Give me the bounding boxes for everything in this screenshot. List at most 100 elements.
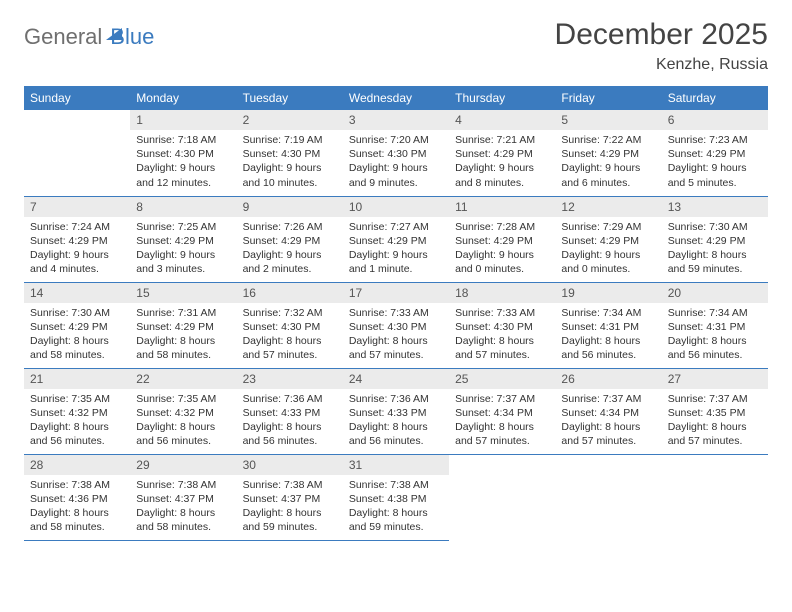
calendar-day-cell: 27Sunrise: 7:37 AMSunset: 4:35 PMDayligh…	[662, 368, 768, 454]
daylight-text: Daylight: 9 hours and 2 minutes.	[243, 248, 337, 276]
sunrise-text: Sunrise: 7:38 AM	[349, 478, 443, 492]
sunset-text: Sunset: 4:30 PM	[243, 147, 337, 161]
sunrise-text: Sunrise: 7:22 AM	[561, 133, 655, 147]
sunrise-text: Sunrise: 7:20 AM	[349, 133, 443, 147]
sunset-text: Sunset: 4:33 PM	[349, 406, 443, 420]
sunrise-text: Sunrise: 7:37 AM	[455, 392, 549, 406]
col-tuesday: Tuesday	[237, 86, 343, 110]
sunrise-text: Sunrise: 7:26 AM	[243, 220, 337, 234]
calendar-day-cell	[555, 454, 661, 540]
day-number: 16	[237, 283, 343, 303]
sunrise-text: Sunrise: 7:24 AM	[30, 220, 124, 234]
sunset-text: Sunset: 4:37 PM	[243, 492, 337, 506]
day-details: Sunrise: 7:19 AMSunset: 4:30 PMDaylight:…	[237, 130, 343, 194]
calendar-day-cell: 20Sunrise: 7:34 AMSunset: 4:31 PMDayligh…	[662, 282, 768, 368]
calendar-week-row: 1Sunrise: 7:18 AMSunset: 4:30 PMDaylight…	[24, 110, 768, 196]
sunset-text: Sunset: 4:31 PM	[668, 320, 762, 334]
calendar-day-cell: 8Sunrise: 7:25 AMSunset: 4:29 PMDaylight…	[130, 196, 236, 282]
day-number: 8	[130, 197, 236, 217]
day-details: Sunrise: 7:25 AMSunset: 4:29 PMDaylight:…	[130, 217, 236, 281]
day-number	[24, 110, 130, 130]
sunrise-text: Sunrise: 7:28 AM	[455, 220, 549, 234]
calendar-day-cell: 2Sunrise: 7:19 AMSunset: 4:30 PMDaylight…	[237, 110, 343, 196]
day-number: 15	[130, 283, 236, 303]
daylight-text: Daylight: 9 hours and 12 minutes.	[136, 161, 230, 189]
daylight-text: Daylight: 8 hours and 59 minutes.	[668, 248, 762, 276]
daylight-text: Daylight: 8 hours and 57 minutes.	[561, 420, 655, 448]
sunset-text: Sunset: 4:33 PM	[243, 406, 337, 420]
col-sunday: Sunday	[24, 86, 130, 110]
calendar-day-cell: 14Sunrise: 7:30 AMSunset: 4:29 PMDayligh…	[24, 282, 130, 368]
calendar-day-cell: 6Sunrise: 7:23 AMSunset: 4:29 PMDaylight…	[662, 110, 768, 196]
day-number: 18	[449, 283, 555, 303]
calendar-day-cell	[24, 110, 130, 196]
daylight-text: Daylight: 9 hours and 0 minutes.	[561, 248, 655, 276]
calendar-header-row: Sunday Monday Tuesday Wednesday Thursday…	[24, 86, 768, 110]
day-details: Sunrise: 7:36 AMSunset: 4:33 PMDaylight:…	[237, 389, 343, 453]
sunrise-text: Sunrise: 7:18 AM	[136, 133, 230, 147]
daylight-text: Daylight: 8 hours and 59 minutes.	[243, 506, 337, 534]
sunrise-text: Sunrise: 7:38 AM	[243, 478, 337, 492]
sunset-text: Sunset: 4:32 PM	[136, 406, 230, 420]
day-details: Sunrise: 7:30 AMSunset: 4:29 PMDaylight:…	[24, 303, 130, 367]
sunrise-text: Sunrise: 7:19 AM	[243, 133, 337, 147]
calendar-day-cell: 10Sunrise: 7:27 AMSunset: 4:29 PMDayligh…	[343, 196, 449, 282]
day-number: 2	[237, 110, 343, 130]
sunset-text: Sunset: 4:29 PM	[561, 234, 655, 248]
daylight-text: Daylight: 8 hours and 56 minutes.	[668, 334, 762, 362]
sunrise-text: Sunrise: 7:21 AM	[455, 133, 549, 147]
daylight-text: Daylight: 8 hours and 56 minutes.	[243, 420, 337, 448]
calendar-day-cell: 28Sunrise: 7:38 AMSunset: 4:36 PMDayligh…	[24, 454, 130, 540]
sunset-text: Sunset: 4:30 PM	[349, 147, 443, 161]
day-details: Sunrise: 7:38 AMSunset: 4:37 PMDaylight:…	[130, 475, 236, 539]
calendar-week-row: 14Sunrise: 7:30 AMSunset: 4:29 PMDayligh…	[24, 282, 768, 368]
sunrise-text: Sunrise: 7:36 AM	[243, 392, 337, 406]
calendar-day-cell: 19Sunrise: 7:34 AMSunset: 4:31 PMDayligh…	[555, 282, 661, 368]
day-number: 11	[449, 197, 555, 217]
day-number: 13	[662, 197, 768, 217]
calendar-day-cell	[449, 454, 555, 540]
day-number: 28	[24, 455, 130, 475]
calendar-day-cell: 15Sunrise: 7:31 AMSunset: 4:29 PMDayligh…	[130, 282, 236, 368]
day-details: Sunrise: 7:28 AMSunset: 4:29 PMDaylight:…	[449, 217, 555, 281]
month-title: December 2025	[555, 18, 768, 52]
day-details: Sunrise: 7:22 AMSunset: 4:29 PMDaylight:…	[555, 130, 661, 194]
daylight-text: Daylight: 8 hours and 56 minutes.	[349, 420, 443, 448]
daylight-text: Daylight: 8 hours and 58 minutes.	[30, 506, 124, 534]
day-number: 30	[237, 455, 343, 475]
calendar-day-cell: 29Sunrise: 7:38 AMSunset: 4:37 PMDayligh…	[130, 454, 236, 540]
daylight-text: Daylight: 9 hours and 10 minutes.	[243, 161, 337, 189]
sunrise-text: Sunrise: 7:27 AM	[349, 220, 443, 234]
calendar-day-cell: 22Sunrise: 7:35 AMSunset: 4:32 PMDayligh…	[130, 368, 236, 454]
sunset-text: Sunset: 4:32 PM	[30, 406, 124, 420]
sunset-text: Sunset: 4:30 PM	[243, 320, 337, 334]
sunrise-text: Sunrise: 7:25 AM	[136, 220, 230, 234]
day-number: 4	[449, 110, 555, 130]
calendar-day-cell: 1Sunrise: 7:18 AMSunset: 4:30 PMDaylight…	[130, 110, 236, 196]
sunset-text: Sunset: 4:35 PM	[668, 406, 762, 420]
day-details: Sunrise: 7:34 AMSunset: 4:31 PMDaylight:…	[662, 303, 768, 367]
sunset-text: Sunset: 4:29 PM	[455, 234, 549, 248]
calendar-day-cell: 5Sunrise: 7:22 AMSunset: 4:29 PMDaylight…	[555, 110, 661, 196]
day-number: 19	[555, 283, 661, 303]
sunset-text: Sunset: 4:30 PM	[349, 320, 443, 334]
calendar-day-cell: 25Sunrise: 7:37 AMSunset: 4:34 PMDayligh…	[449, 368, 555, 454]
calendar-day-cell: 26Sunrise: 7:37 AMSunset: 4:34 PMDayligh…	[555, 368, 661, 454]
sunrise-text: Sunrise: 7:30 AM	[668, 220, 762, 234]
page-header: General Blue December 2025 Kenzhe, Russi…	[24, 18, 768, 74]
day-details: Sunrise: 7:27 AMSunset: 4:29 PMDaylight:…	[343, 217, 449, 281]
sunset-text: Sunset: 4:38 PM	[349, 492, 443, 506]
sunset-text: Sunset: 4:34 PM	[561, 406, 655, 420]
sunrise-text: Sunrise: 7:33 AM	[455, 306, 549, 320]
day-details: Sunrise: 7:37 AMSunset: 4:34 PMDaylight:…	[555, 389, 661, 453]
day-details: Sunrise: 7:34 AMSunset: 4:31 PMDaylight:…	[555, 303, 661, 367]
col-thursday: Thursday	[449, 86, 555, 110]
calendar-day-cell: 23Sunrise: 7:36 AMSunset: 4:33 PMDayligh…	[237, 368, 343, 454]
calendar-day-cell: 21Sunrise: 7:35 AMSunset: 4:32 PMDayligh…	[24, 368, 130, 454]
day-details: Sunrise: 7:21 AMSunset: 4:29 PMDaylight:…	[449, 130, 555, 194]
location-label: Kenzhe, Russia	[555, 56, 768, 74]
daylight-text: Daylight: 9 hours and 5 minutes.	[668, 161, 762, 189]
calendar-page: General Blue December 2025 Kenzhe, Russi…	[0, 0, 792, 559]
day-number: 29	[130, 455, 236, 475]
sunrise-text: Sunrise: 7:38 AM	[30, 478, 124, 492]
